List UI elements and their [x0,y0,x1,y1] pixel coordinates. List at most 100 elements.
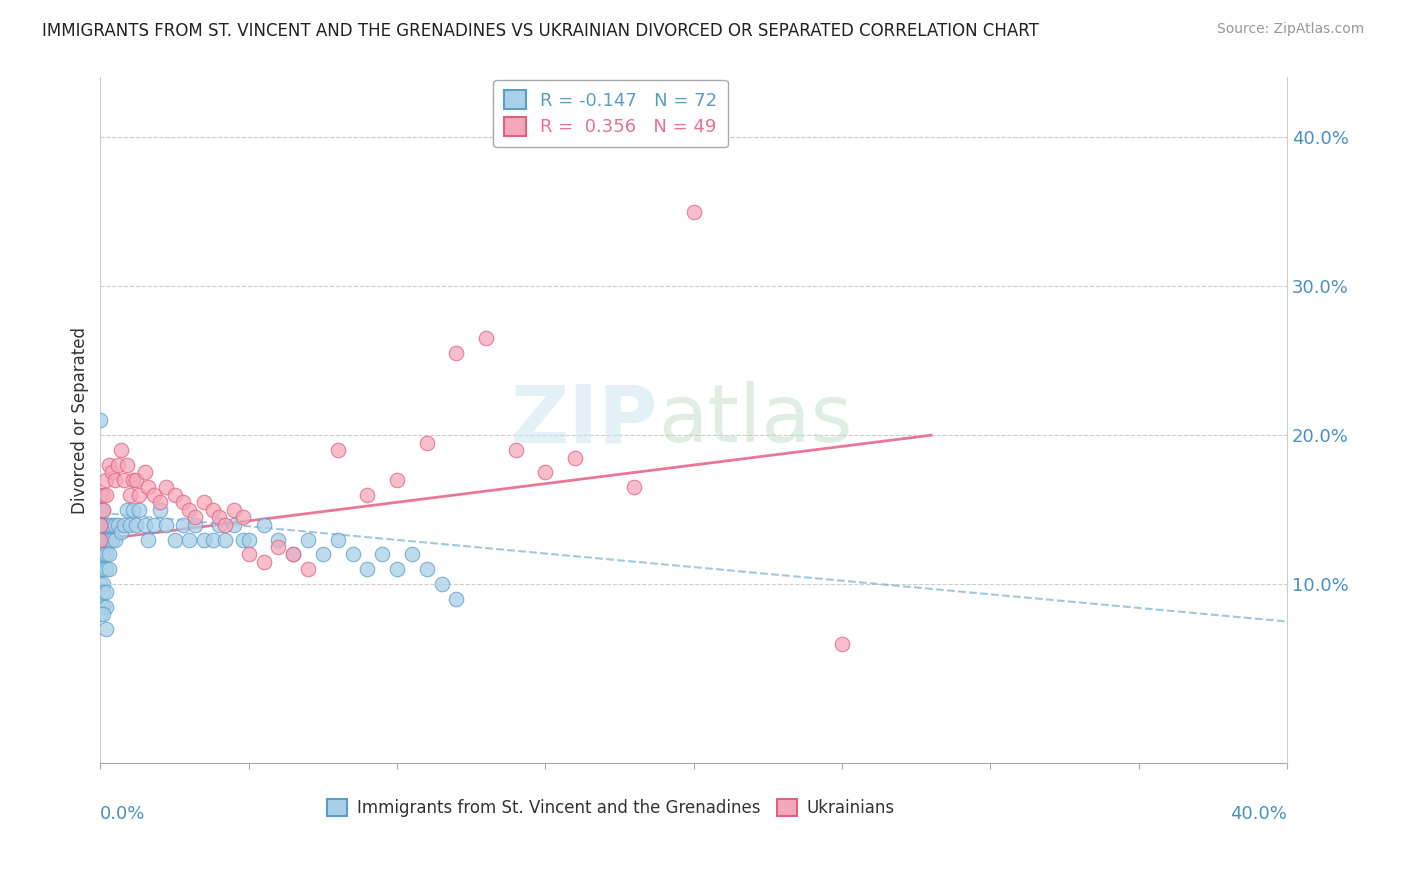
Point [385,473,408,487]
Point [297,562,319,576]
Point [179,533,201,547]
Point [110,525,132,540]
Point [89,413,111,427]
Point [91,502,114,516]
Point [342,548,364,562]
Point [267,533,290,547]
Point [401,548,423,562]
Point [326,443,349,458]
Point [98,548,121,562]
Point [475,331,498,345]
Point [142,517,165,532]
Point [89,533,111,547]
Point [252,517,274,532]
Point [89,533,111,547]
Text: 0.0%: 0.0% [100,805,146,822]
Point [202,502,225,516]
Point [312,548,335,562]
Point [149,495,172,509]
Text: ZIP: ZIP [510,381,658,459]
Point [89,607,111,621]
Point [112,517,135,532]
Point [91,562,114,576]
Point [356,488,378,502]
Point [163,488,186,502]
Point [163,533,186,547]
Point [96,548,118,562]
Point [184,510,207,524]
Point [104,517,127,532]
Point [91,584,114,599]
Point [98,533,121,547]
Point [91,502,114,516]
Point [238,548,260,562]
Point [96,473,118,487]
Point [122,502,145,516]
Point [172,495,194,509]
Point [208,517,231,532]
Point [415,435,437,450]
Point [267,540,290,554]
Point [96,622,118,636]
Point [682,204,704,219]
Point [89,533,111,547]
Text: 40.0%: 40.0% [1230,805,1286,822]
Point [122,473,145,487]
Text: IMMIGRANTS FROM ST. VINCENT AND THE GRENADINES VS UKRAINIAN DIVORCED OR SEPARATE: IMMIGRANTS FROM ST. VINCENT AND THE GREN… [42,22,1039,40]
Point [222,517,245,532]
Point [831,637,853,651]
Point [89,548,111,562]
Point [107,517,129,532]
Point [326,533,349,547]
Point [371,548,394,562]
Point [91,548,114,562]
Point [155,480,177,494]
Point [125,473,148,487]
Point [96,488,118,502]
Point [115,458,138,472]
Point [118,517,141,532]
Point [149,502,172,516]
Point [208,510,231,524]
Point [89,488,111,502]
Point [184,517,207,532]
Point [415,562,437,576]
Point [115,502,138,516]
Point [91,599,114,614]
Point [238,533,260,547]
Point [91,607,114,621]
Point [96,584,118,599]
Point [91,577,114,591]
Point [232,533,254,547]
Point [283,548,305,562]
Point [112,473,135,487]
Point [142,488,165,502]
Point [155,517,177,532]
Point [128,502,150,516]
Point [118,488,141,502]
Point [89,577,111,591]
Point [134,466,156,480]
Point [297,533,319,547]
Point [179,502,201,516]
Point [136,480,159,494]
Point [202,533,225,547]
Point [232,510,254,524]
Point [98,517,121,532]
Point [136,533,159,547]
Y-axis label: Divorced or Separated: Divorced or Separated [72,326,89,514]
Point [193,495,215,509]
Point [96,562,118,576]
Point [96,599,118,614]
Point [128,488,150,502]
Point [101,466,124,480]
Point [107,458,129,472]
Point [564,450,586,465]
Point [104,473,127,487]
Text: Source: ZipAtlas.com: Source: ZipAtlas.com [1216,22,1364,37]
Point [356,562,378,576]
Point [214,533,236,547]
Point [134,517,156,532]
Point [96,517,118,532]
Point [283,548,305,562]
